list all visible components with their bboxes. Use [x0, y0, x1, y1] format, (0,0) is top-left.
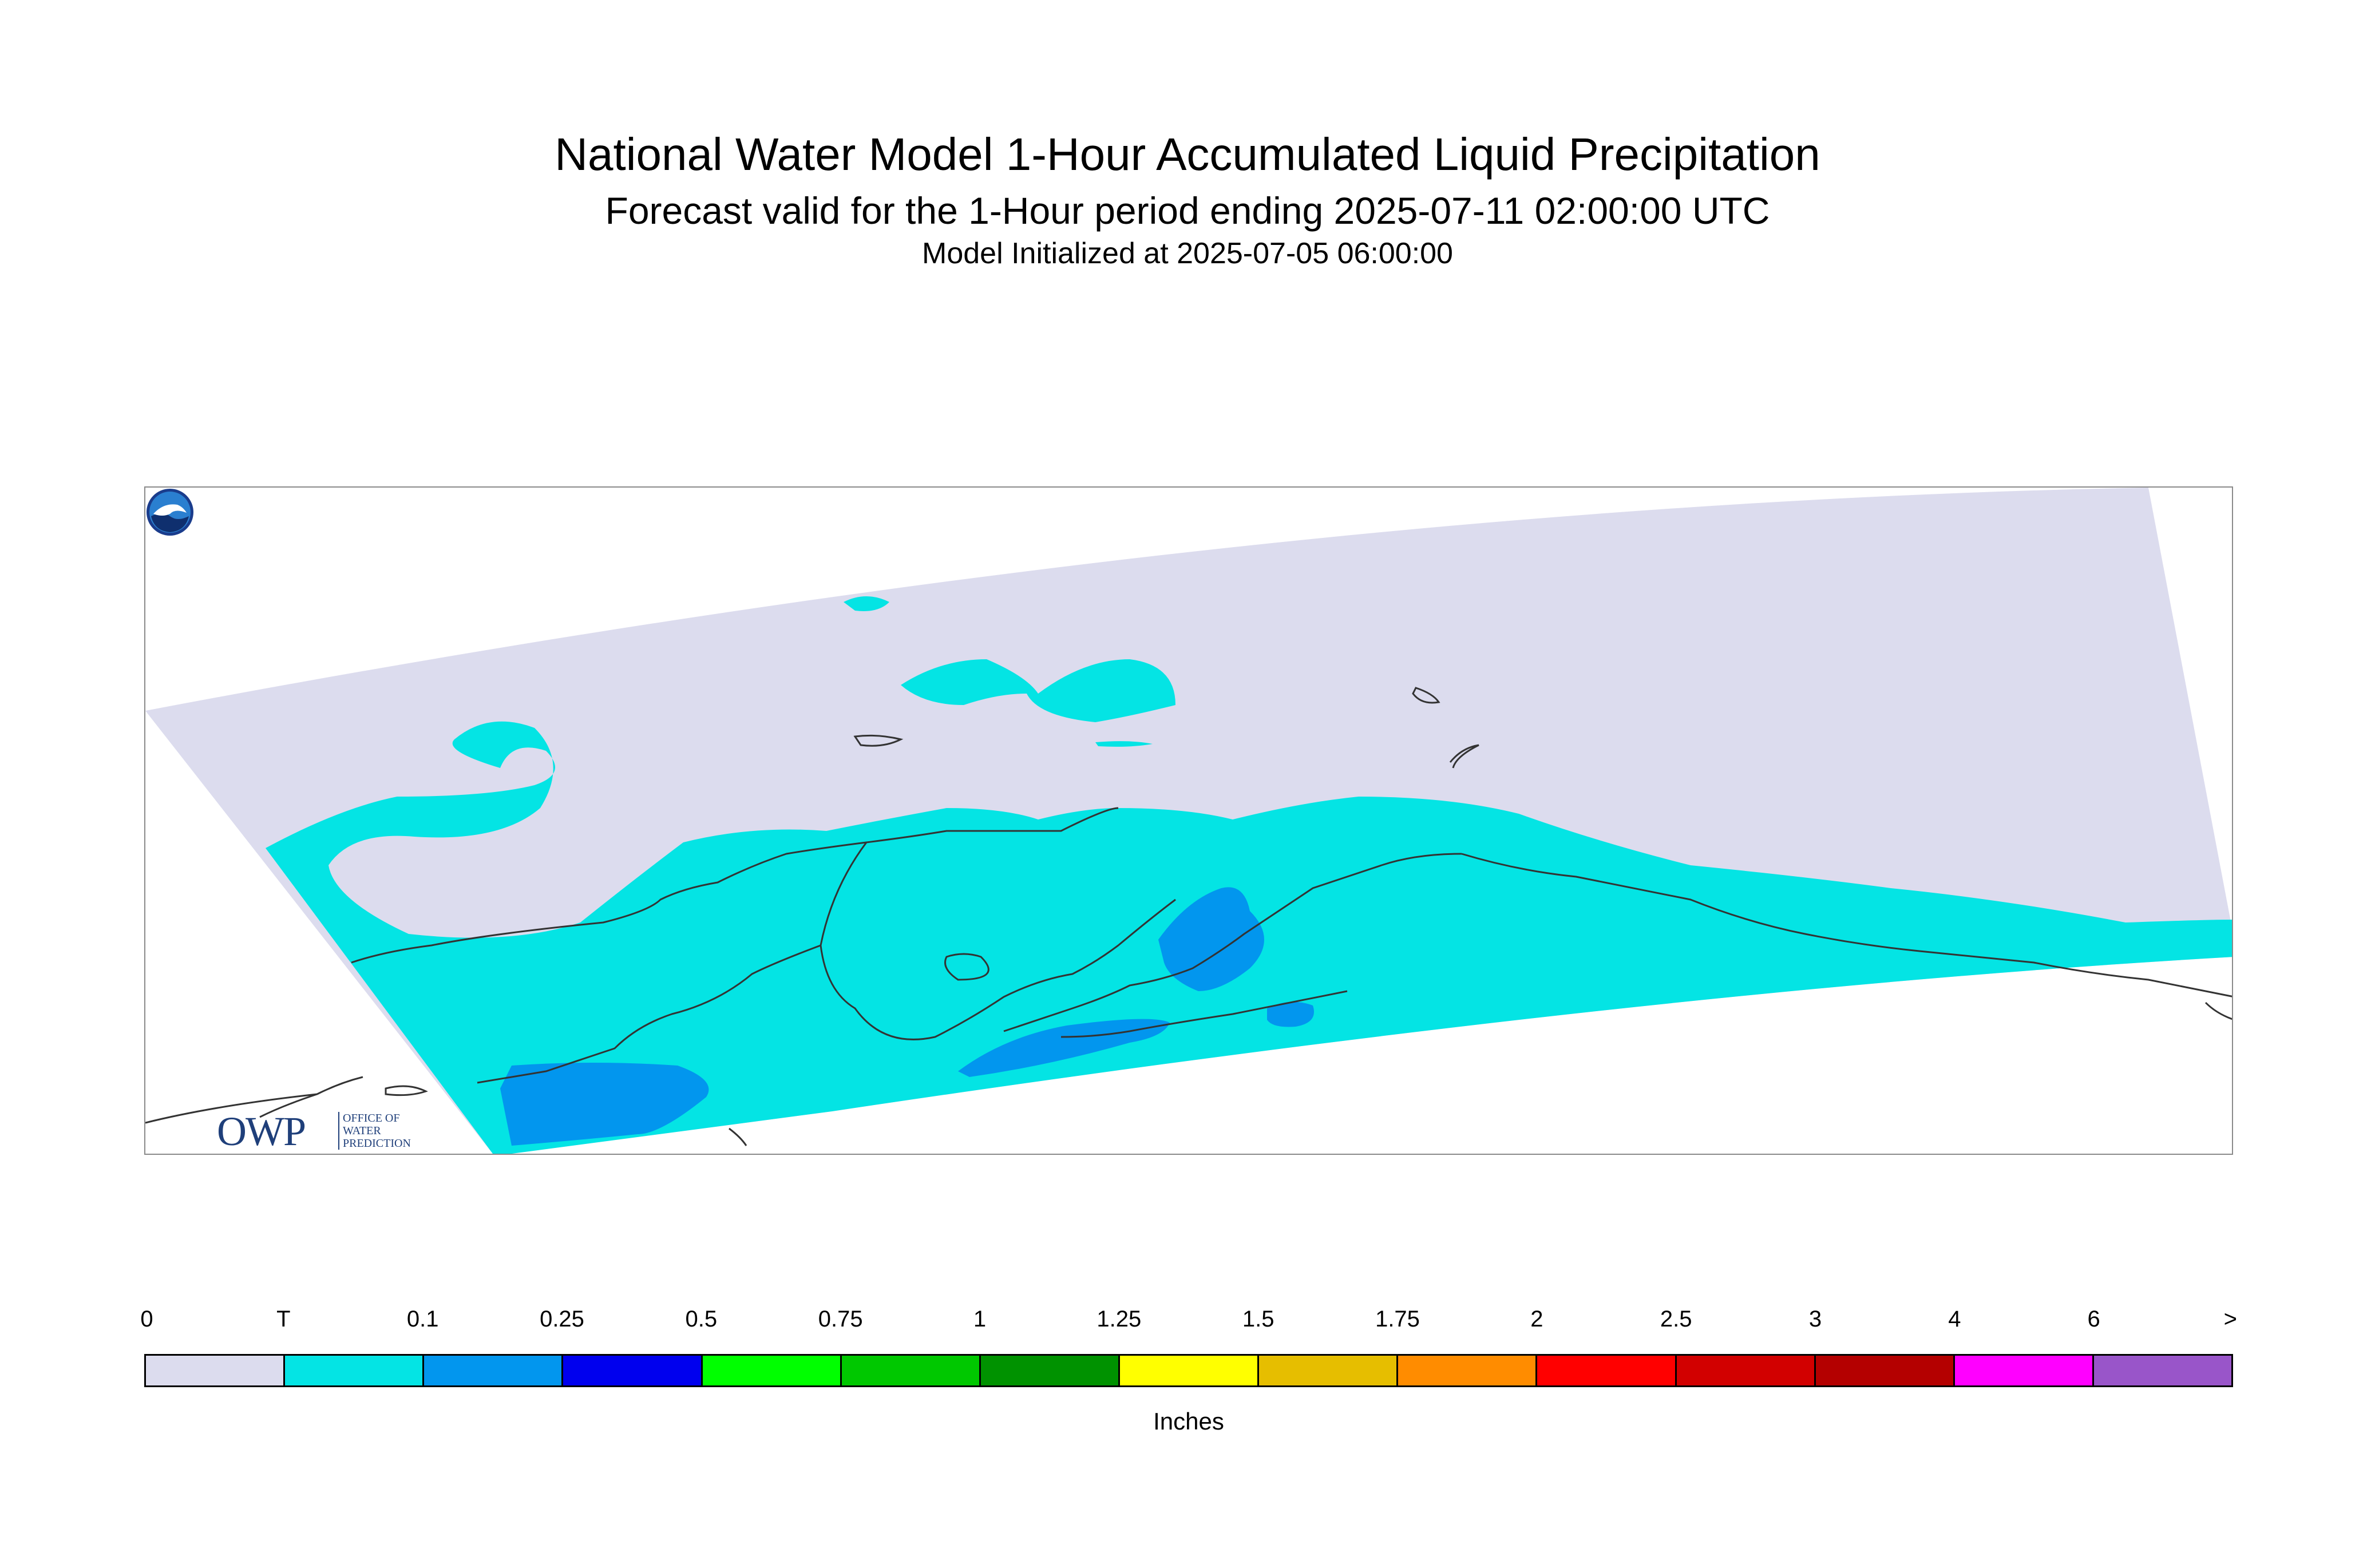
legend-tick-label: 0: [140, 1306, 153, 1332]
tenth-region-west: [500, 1063, 709, 1146]
legend-tick-label: 2: [1530, 1306, 1543, 1332]
legend-tick-label: 1.25: [1097, 1306, 1142, 1332]
owp-line-3: PREDICTION: [343, 1137, 411, 1150]
owp-line-1: OFFICE OF: [343, 1112, 400, 1124]
legend-tick-label: 0.1: [406, 1306, 439, 1332]
legend-swatch: [841, 1356, 981, 1385]
noaa-logo-icon: [147, 489, 193, 536]
legend-tick-label: 2.5: [1660, 1306, 1692, 1332]
legend-swatch: [1398, 1356, 1538, 1385]
legend-tick-label: 0.5: [685, 1306, 718, 1332]
legend-swatch: [1259, 1356, 1399, 1385]
legend-swatch: [2093, 1356, 2232, 1385]
owp-subtitle: OFFICE OF WATER PREDICTION: [338, 1112, 411, 1150]
tenth-region-islet: [1267, 1001, 1314, 1027]
legend-tick-label: T: [276, 1306, 291, 1332]
legend-tick-label: >: [2223, 1306, 2238, 1332]
legend-tick-label: 1.5: [1242, 1306, 1274, 1332]
legend-color-bar: [144, 1354, 2233, 1387]
legend-tick-label: 1: [973, 1306, 987, 1332]
legend-swatch: [702, 1356, 842, 1385]
legend-tick-label: 0.75: [818, 1306, 863, 1332]
trace-region-north: [901, 659, 1175, 722]
coastlines: [145, 687, 2232, 1146]
precipitation-map: OWP OFFICE OF WATER PREDICTION: [144, 486, 2233, 1155]
legend-swatch: [285, 1356, 425, 1385]
map-svg: [145, 488, 2232, 1154]
tenth-region-east: [1158, 887, 1264, 991]
trace-region-strip: [1095, 741, 1153, 747]
legend-tick-label: 4: [1948, 1306, 1961, 1332]
legend-swatch: [1119, 1356, 1260, 1385]
trace-region-islet: [844, 596, 889, 611]
color-legend: 0 T 0.1 0.25 0.5 0.75 1 1.25 1.5 1.75 2 2.5 3 4 6 > Inc…: [140, 1305, 2237, 1442]
legend-units-label: Inches: [1153, 1408, 1224, 1435]
legend-swatch: [1537, 1356, 1677, 1385]
legend-swatch: [1815, 1356, 1955, 1385]
legend-swatch: [1954, 1356, 2094, 1385]
forecast-valid-subtitle: Forecast valid for the 1-Hour period end…: [605, 189, 1770, 232]
legend-tick-label: 0.25: [540, 1306, 584, 1332]
legend-swatch: [563, 1356, 703, 1385]
legend-swatch: [146, 1356, 286, 1385]
model-init-time: Model Initialized at 2025-07-05 06:00:00: [922, 237, 1453, 270]
legend-tick-labels: 0 T 0.1 0.25 0.5 0.75 1 1.25 1.5 1.75 2 2.5 3 4 6 >: [140, 1305, 2237, 1337]
legend-tick-label: 1.75: [1375, 1306, 1420, 1332]
owp-wordmark: OWP: [217, 1108, 306, 1154]
legend-swatch: [424, 1356, 564, 1385]
legend-swatch: [1676, 1356, 1816, 1385]
legend-tick-label: 3: [1808, 1306, 1822, 1332]
owp-logo: OWP OFFICE OF WATER PREDICTION: [217, 1108, 423, 1154]
page-title: National Water Model 1-Hour Accumulated …: [555, 129, 1820, 180]
legend-tick-label: 6: [2087, 1306, 2100, 1332]
owp-line-2: WATER: [343, 1124, 381, 1137]
legend-swatch: [980, 1356, 1120, 1385]
